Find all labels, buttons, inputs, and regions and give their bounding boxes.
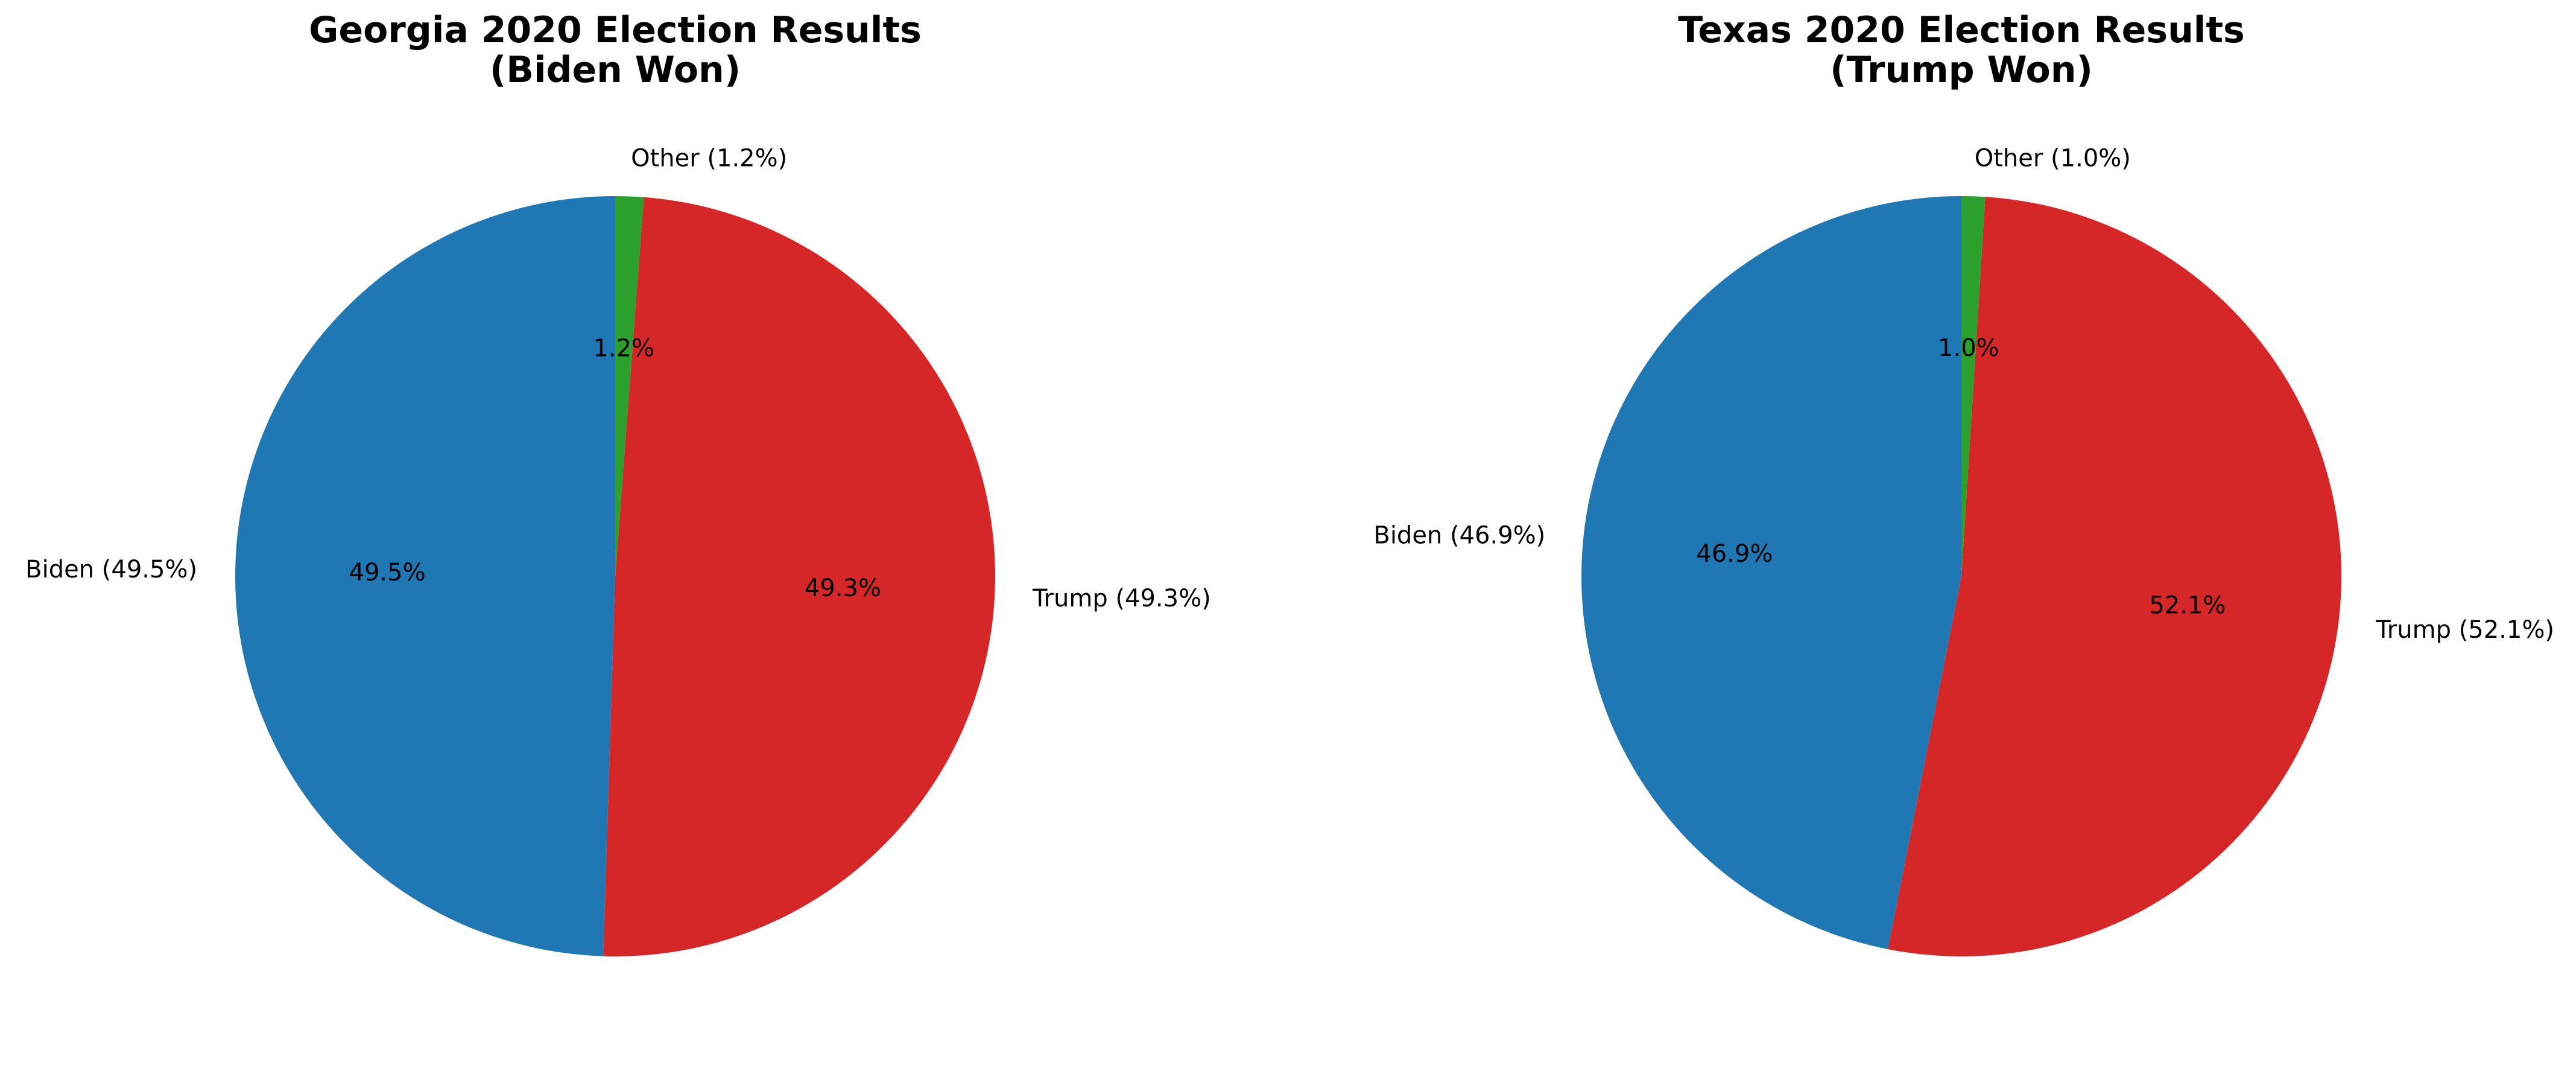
texas-pie-chart: Texas 2020 Election Results (Trump Won) Bi… bbox=[1373, 9, 2554, 957]
georgia-title-line-2: (Biden Won) bbox=[490, 49, 741, 91]
texas-pct-other: 1.0% bbox=[1938, 334, 1999, 362]
georgia-title-line-1: Georgia 2020 Election Results bbox=[309, 9, 922, 51]
texas-label-other: Other (1.0%) bbox=[1975, 144, 2131, 172]
texas-slice-other bbox=[1961, 196, 1986, 576]
georgia-pct-trump: 49.3% bbox=[805, 574, 881, 602]
georgia-labels: Biden (49.5%) 49.5% Trump (49.3%) 49.3% Othe… bbox=[25, 144, 1211, 612]
texas-label-biden: Biden (46.9%) bbox=[1373, 522, 1545, 550]
georgia-label-biden: Biden (49.5%) bbox=[25, 556, 197, 583]
texas-label-trump: Trump (52.1%) bbox=[2375, 616, 2554, 644]
georgia-chart-title: Georgia 2020 Election Results (Biden Won) bbox=[309, 9, 922, 91]
georgia-slice-trump bbox=[603, 197, 995, 956]
texas-chart-title: Texas 2020 Election Results (Trump Won) bbox=[1678, 9, 2245, 91]
texas-slice-trump bbox=[1888, 197, 2341, 957]
georgia-pct-biden: 49.5% bbox=[349, 559, 426, 586]
georgia-pct-other: 1.2% bbox=[593, 334, 654, 362]
texas-title-line-2: (Trump Won) bbox=[1830, 49, 2093, 91]
georgia-slice-other bbox=[615, 196, 644, 576]
georgia-label-other: Other (1.2%) bbox=[631, 144, 787, 172]
texas-labels: Biden (46.9%) 46.9% Trump (52.1%) 52.1% Othe… bbox=[1373, 144, 2554, 644]
georgia-slices bbox=[235, 196, 995, 956]
georgia-slice-biden bbox=[235, 196, 615, 956]
georgia-pie-chart: Georgia 2020 Election Results (Biden Won)… bbox=[25, 9, 1211, 956]
texas-slices bbox=[1581, 196, 2341, 957]
georgia-label-trump: Trump (49.3%) bbox=[1032, 585, 1211, 612]
texas-pct-biden: 46.9% bbox=[1696, 540, 1773, 568]
texas-title-line-1: Texas 2020 Election Results bbox=[1678, 9, 2245, 51]
texas-slice-biden bbox=[1581, 196, 1961, 950]
texas-pct-trump: 52.1% bbox=[2149, 592, 2226, 620]
